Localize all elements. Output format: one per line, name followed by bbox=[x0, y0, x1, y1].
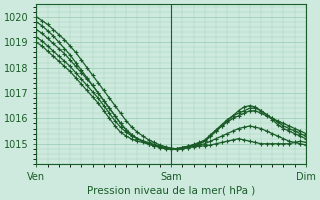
X-axis label: Pression niveau de la mer( hPa ): Pression niveau de la mer( hPa ) bbox=[87, 186, 255, 196]
